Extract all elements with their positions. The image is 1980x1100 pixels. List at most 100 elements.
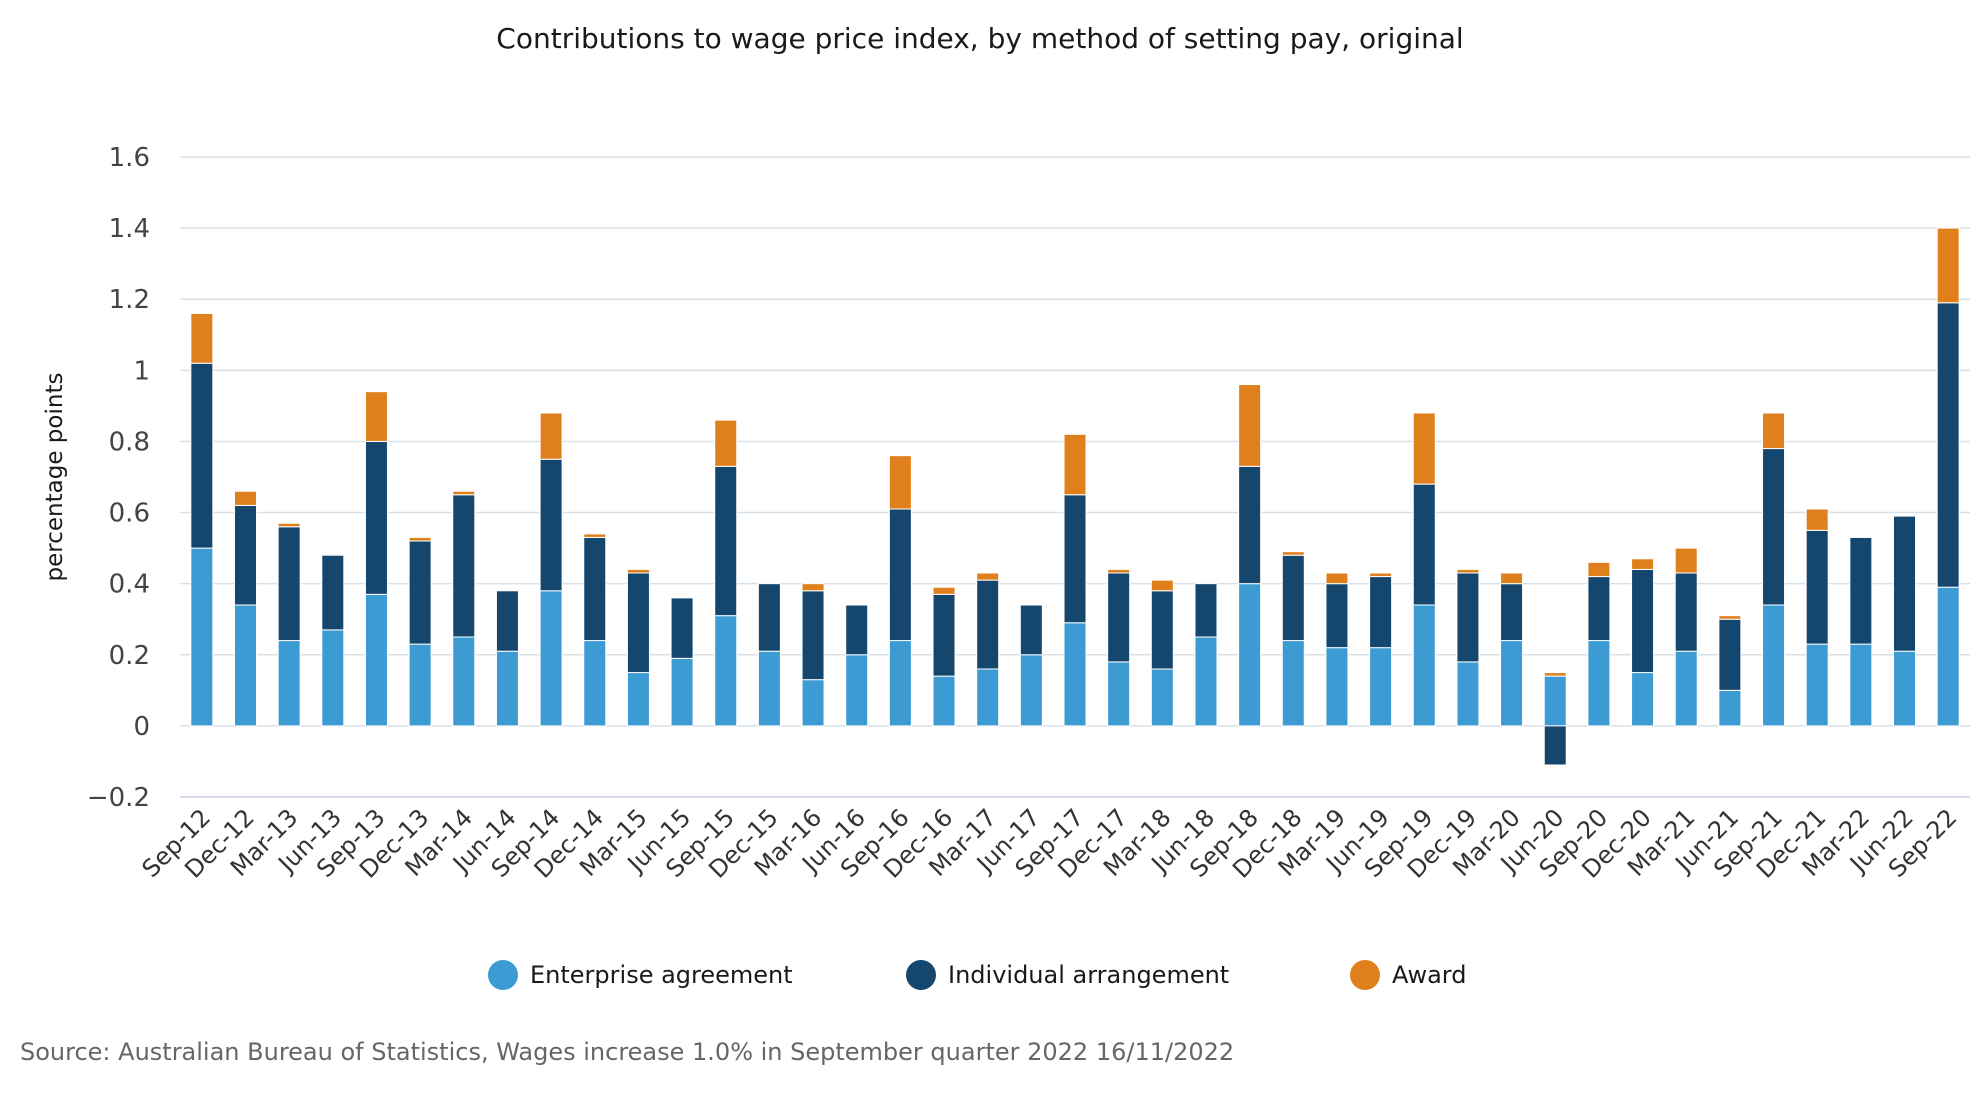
bar-enterprise-agreement [1281,640,1305,727]
bar-individual-arrangement [1674,572,1698,652]
bar-enterprise-agreement [1849,643,1873,727]
legend-label-individual: Individual arrangement [948,961,1230,989]
bar-enterprise-agreement [190,547,214,727]
bar-enterprise-agreement [670,657,694,727]
bar-award [1587,561,1611,578]
bar-enterprise-agreement [626,672,650,727]
bar-award [1500,572,1524,585]
y-tick-label: 0.6 [109,499,150,529]
bar-enterprise-agreement [1019,654,1043,727]
bar-individual-arrangement [539,458,563,592]
bar-individual-arrangement [1281,554,1305,642]
bar-individual-arrangement [626,572,650,674]
bar-individual-arrangement [277,526,301,642]
bar-award [1238,384,1262,467]
bar-individual-arrangement [190,362,214,549]
bar-enterprise-agreement [801,679,825,727]
bar-individual-arrangement [364,440,388,595]
bar-enterprise-agreement [1238,583,1262,727]
bar-individual-arrangement [714,465,738,617]
bar-award [1107,568,1131,574]
bar-enterprise-agreement [1107,661,1131,727]
bar-individual-arrangement [1500,583,1524,642]
bar-enterprise-agreement [714,615,738,727]
chart-title: Contributions to wage price index, by me… [496,22,1464,55]
bar-individual-arrangement [408,540,432,645]
bar-enterprise-agreement [539,590,563,727]
bar-enterprise-agreement [757,650,781,727]
source-note: Source: Australian Bureau of Statistics,… [20,1038,1235,1066]
bar-individual-arrangement [1805,529,1829,645]
legend-item-individual-arrangement[interactable]: Individual arrangement [906,960,1229,990]
bar-individual-arrangement [1849,536,1873,645]
bar-award [714,419,738,467]
bar-individual-arrangement [1063,494,1087,624]
bar-enterprise-agreement [495,650,519,727]
bar-award [1369,572,1393,578]
legend-swatch-enterprise [488,960,518,990]
bar-award [190,312,214,364]
bar-enterprise-agreement [1500,640,1524,727]
bar-individual-arrangement [670,597,694,659]
y-tick-label: 0.4 [109,570,150,600]
bar-enterprise-agreement [1805,643,1829,727]
y-tick-label: 0.2 [109,641,150,671]
y-tick-label: 1.4 [109,214,150,244]
bar-individual-arrangement [1325,583,1349,649]
bar-enterprise-agreement [1762,604,1786,727]
legend-label-award: Award [1392,961,1467,989]
y-tick-label: −0.2 [87,783,150,813]
bar-individual-arrangement [495,590,519,652]
chart-plot: 1.6 1.4 1.2 1 0.8 0.6 0.4 0.2 0 −0.2 percentage po… [42,143,1970,884]
legend-item-enterprise-agreement[interactable]: Enterprise agreement [488,960,793,990]
bar-enterprise-agreement [1369,647,1393,727]
bar-individual-arrangement [1194,583,1218,638]
bar-enterprise-agreement [1674,650,1698,727]
bar-individual-arrangement [932,593,956,677]
bar-enterprise-agreement [1936,586,1960,727]
bar-enterprise-agreement [1325,647,1349,727]
bar-enterprise-agreement [1194,636,1218,727]
bar-individual-arrangement [845,604,869,656]
bar-enterprise-agreement [1412,604,1436,727]
bar-individual-arrangement [1543,725,1567,766]
bar-individual-arrangement [1019,604,1043,656]
bar-enterprise-agreement [1893,650,1917,727]
bar-award [233,490,257,506]
legend-item-award[interactable]: Award [1350,960,1466,990]
bar-individual-arrangement [1631,568,1655,674]
bar-individual-arrangement [1238,465,1262,585]
legend-swatch-award [1350,960,1380,990]
bar-individual-arrangement [1718,618,1742,691]
bar-individual-arrangement [321,554,345,631]
bar-award [1543,672,1567,677]
bar-individual-arrangement [801,590,825,681]
bar-individual-arrangement [1456,572,1480,663]
bar-individual-arrangement [888,508,912,642]
bar-enterprise-agreement [452,636,476,727]
bar-award [364,391,388,442]
bar-award [1063,433,1087,496]
bar-enterprise-agreement [932,675,956,727]
bar-individual-arrangement [1893,515,1917,652]
bar-award [1674,547,1698,574]
bar-enterprise-agreement [888,640,912,727]
bar-individual-arrangement [1587,576,1611,642]
bar-individual-arrangement [1107,572,1131,663]
bar-individual-arrangement [757,583,781,652]
bar-award [1150,579,1174,592]
bar-award [976,572,1000,581]
y-tick-label: 0.8 [109,427,150,457]
bar-award [539,412,563,460]
bar-award [1456,568,1480,574]
bar-enterprise-agreement [1150,668,1174,727]
bar-award [1325,572,1349,585]
bar-award [1762,412,1786,450]
bar-award [888,455,912,510]
bar-award [583,533,607,538]
bar-award [1805,508,1829,531]
legend-label-enterprise: Enterprise agreement [530,961,793,989]
bar-award [801,583,825,592]
bar-individual-arrangement [233,504,257,606]
bar-award [1631,558,1655,570]
